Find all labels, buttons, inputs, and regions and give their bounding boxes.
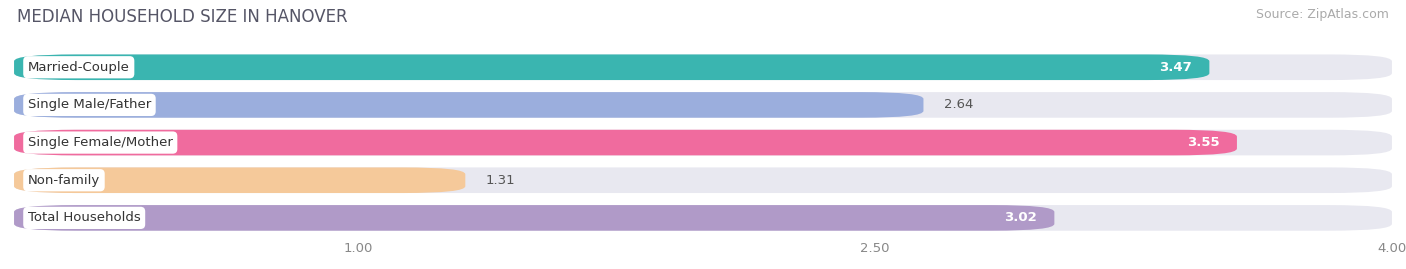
FancyBboxPatch shape — [14, 130, 1392, 155]
Text: 3.02: 3.02 — [1004, 211, 1038, 224]
FancyBboxPatch shape — [14, 205, 1054, 231]
Text: 3.47: 3.47 — [1160, 61, 1192, 74]
FancyBboxPatch shape — [14, 54, 1209, 80]
FancyBboxPatch shape — [14, 130, 1237, 155]
Text: 3.55: 3.55 — [1187, 136, 1219, 149]
FancyBboxPatch shape — [14, 92, 924, 118]
FancyBboxPatch shape — [14, 54, 1392, 80]
Text: Single Male/Father: Single Male/Father — [28, 98, 150, 111]
Text: 2.64: 2.64 — [945, 98, 973, 111]
FancyBboxPatch shape — [14, 167, 1392, 193]
FancyBboxPatch shape — [14, 167, 465, 193]
Text: Married-Couple: Married-Couple — [28, 61, 129, 74]
Text: Total Households: Total Households — [28, 211, 141, 224]
FancyBboxPatch shape — [14, 92, 1392, 118]
FancyBboxPatch shape — [14, 205, 1392, 231]
Text: Single Female/Mother: Single Female/Mother — [28, 136, 173, 149]
Text: Non-family: Non-family — [28, 174, 100, 187]
Text: Source: ZipAtlas.com: Source: ZipAtlas.com — [1256, 8, 1389, 21]
Text: 1.31: 1.31 — [486, 174, 516, 187]
Text: MEDIAN HOUSEHOLD SIZE IN HANOVER: MEDIAN HOUSEHOLD SIZE IN HANOVER — [17, 8, 347, 26]
